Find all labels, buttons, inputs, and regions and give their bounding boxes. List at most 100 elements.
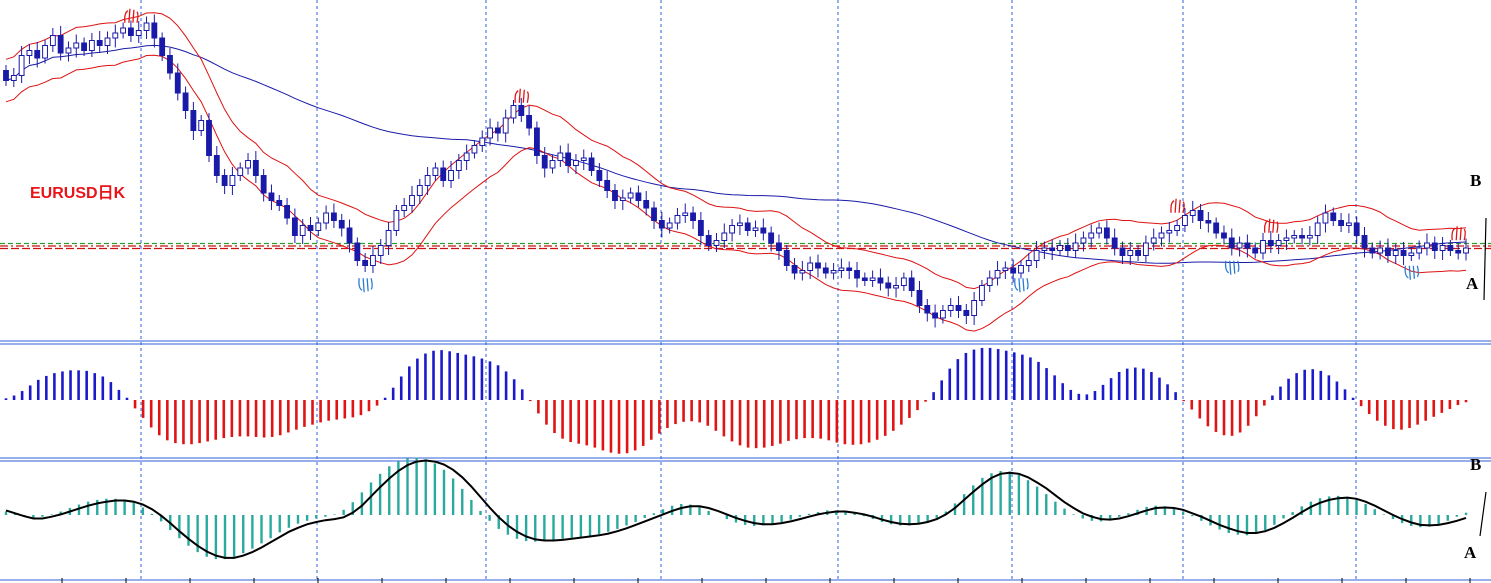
candle-body (893, 285, 899, 289)
candle-body (651, 207, 657, 221)
candle (1033, 241, 1040, 268)
candle (1236, 236, 1243, 257)
candle (346, 219, 353, 253)
candle (377, 239, 384, 264)
candle-body (971, 300, 978, 316)
candle (1244, 234, 1251, 258)
candle-body (1150, 237, 1157, 244)
candle (518, 98, 525, 122)
candle-body (268, 192, 275, 201)
fractal-up-icon (1451, 226, 1466, 241)
candle-body (604, 180, 611, 191)
candle (1002, 261, 1009, 279)
candle-body (1213, 222, 1220, 234)
candle-body (1306, 235, 1313, 239)
candle (971, 292, 978, 325)
candle-body (206, 120, 212, 156)
candle (721, 223, 728, 248)
candle (229, 167, 236, 195)
candle (846, 261, 853, 279)
candle-body (1174, 225, 1181, 231)
candle-body (65, 47, 72, 54)
fractal-up-icon-shape (124, 8, 139, 23)
candle-body (955, 305, 962, 311)
candle (690, 206, 696, 229)
candle (1455, 243, 1462, 260)
candle-body (885, 282, 892, 289)
candle-body (307, 225, 314, 231)
x-axis-ticks (61, 578, 1471, 583)
candle (815, 254, 821, 278)
long-moving-average-line (5, 44, 1467, 264)
candle (135, 21, 142, 43)
candle (182, 86, 189, 119)
candle (900, 272, 907, 291)
candle-body (221, 175, 228, 186)
candle (1369, 242, 1376, 259)
candle (752, 220, 759, 237)
candle-body (330, 212, 337, 221)
candle (151, 14, 158, 48)
candle (81, 37, 87, 56)
candle-body (1064, 245, 1071, 251)
candle (104, 31, 111, 54)
annotation-a-price: A (1466, 274, 1479, 293)
candle (1088, 224, 1095, 248)
candle (10, 68, 17, 87)
candle-body (939, 310, 946, 319)
candle-body (573, 160, 579, 166)
candle (1174, 220, 1181, 236)
candle-body (291, 217, 298, 236)
candle (1150, 228, 1157, 251)
fractal-up-icon (124, 8, 139, 23)
candle-body (994, 270, 1001, 279)
candle (338, 214, 345, 237)
candle (416, 179, 423, 204)
candle (885, 276, 892, 297)
candle-body (88, 40, 95, 51)
candle (510, 100, 517, 124)
candle (260, 169, 267, 202)
candle-body (1369, 247, 1376, 254)
candle-body (362, 260, 369, 266)
candle (744, 217, 751, 236)
candle (893, 277, 899, 298)
candle-body (1088, 232, 1095, 239)
candle-body (1267, 240, 1274, 246)
candle (1025, 253, 1032, 272)
candle (237, 162, 244, 181)
candle (330, 203, 337, 228)
candle (1306, 226, 1313, 246)
candle-body (1361, 235, 1368, 249)
candle (479, 130, 486, 152)
candle (57, 26, 64, 61)
fractal-up-icon (1170, 198, 1185, 213)
candle (252, 151, 259, 183)
candle-body (1345, 222, 1352, 226)
candle (127, 20, 134, 42)
candle-body (1197, 210, 1204, 221)
candle-body (1119, 247, 1126, 256)
candle (776, 234, 782, 260)
candle-body (471, 145, 478, 154)
candle (88, 33, 95, 57)
candle (580, 149, 587, 170)
candle-body (549, 160, 556, 169)
candle-body (1439, 245, 1446, 251)
candle (932, 304, 939, 328)
candle-body (127, 27, 134, 36)
candle (432, 162, 439, 181)
candle-body (861, 277, 868, 281)
candle (159, 32, 166, 61)
candle-body (541, 155, 548, 169)
candle (666, 217, 673, 234)
candle-body (1041, 247, 1048, 251)
candlestick-series (3, 14, 1469, 328)
candle-body (1431, 242, 1438, 251)
candle (370, 246, 376, 273)
candle-body (1158, 232, 1165, 239)
candle (73, 34, 80, 58)
candle-body (838, 267, 845, 271)
candle (1049, 239, 1056, 260)
candle (401, 198, 408, 217)
